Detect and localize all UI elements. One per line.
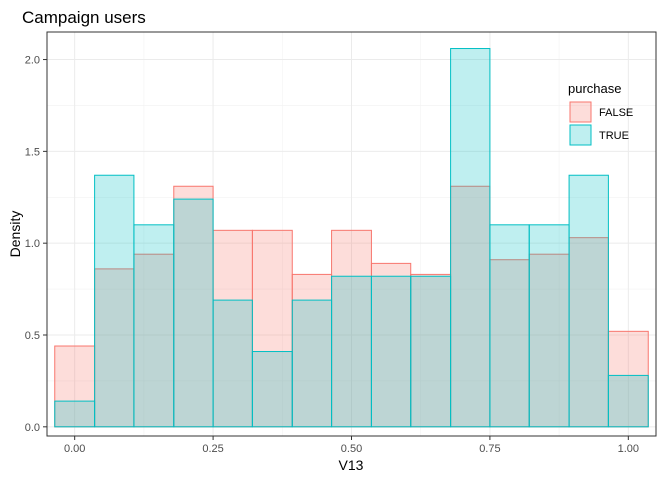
x-tick-label: 0.50 — [341, 443, 362, 455]
bar-false — [212, 229, 253, 428]
x-axis-ticks: 0.00 0.25 0.50 0.75 1.00 — [64, 436, 639, 455]
chart-title: Campaign users — [22, 8, 146, 27]
bar-true — [212, 299, 253, 428]
y-axis-ticks: 0.0 0.5 1.0 1.5 2.0 — [25, 55, 47, 434]
bar-false — [133, 253, 175, 428]
y-tick-label: 1.5 — [25, 146, 40, 158]
bar-true — [173, 198, 214, 428]
y-axis-label: Density — [7, 211, 23, 258]
bar-true — [291, 299, 333, 428]
bar-true — [528, 224, 570, 428]
bar-false — [331, 229, 372, 428]
y-tick-label: 1.0 — [25, 238, 40, 250]
bar-true — [251, 351, 293, 428]
y-tick-label: 0.0 — [25, 422, 40, 434]
legend-label-true: TRUE — [599, 130, 629, 142]
histogram-bars — [54, 48, 649, 428]
bar-false — [450, 185, 491, 428]
series-false — [54, 185, 649, 428]
bar-false — [568, 237, 609, 428]
legend-items: FALSE TRUE — [569, 101, 633, 146]
x-tick-label: 0.00 — [64, 443, 85, 455]
legend-key-true — [569, 124, 592, 146]
bar-true — [133, 224, 175, 428]
bar-false — [607, 330, 649, 428]
bar-false — [528, 253, 570, 428]
legend-label-false: FALSE — [599, 107, 633, 119]
legend-key-false — [569, 101, 592, 123]
bar-true — [568, 174, 609, 428]
bar-true — [410, 275, 452, 428]
y-tick-label: 2.0 — [25, 55, 40, 67]
legend: purchase FALSE TRUE — [568, 81, 633, 146]
x-axis-label: V13 — [339, 457, 364, 473]
series-true — [54, 48, 649, 428]
bar-true — [370, 275, 412, 428]
x-tick-label: 0.25 — [202, 443, 223, 455]
bar-false — [489, 259, 530, 428]
bar-true — [450, 48, 491, 428]
x-tick-label: 1.00 — [618, 443, 639, 455]
bar-true — [54, 400, 96, 428]
bar-true — [607, 374, 649, 428]
legend-title: purchase — [568, 81, 621, 96]
bar-true — [331, 275, 372, 428]
x-tick-label: 0.75 — [479, 443, 500, 455]
bar-true — [94, 174, 135, 428]
y-tick-label: 0.5 — [25, 330, 40, 342]
bar-true — [489, 224, 530, 428]
bar-false — [173, 185, 214, 428]
bar-false — [370, 262, 412, 428]
